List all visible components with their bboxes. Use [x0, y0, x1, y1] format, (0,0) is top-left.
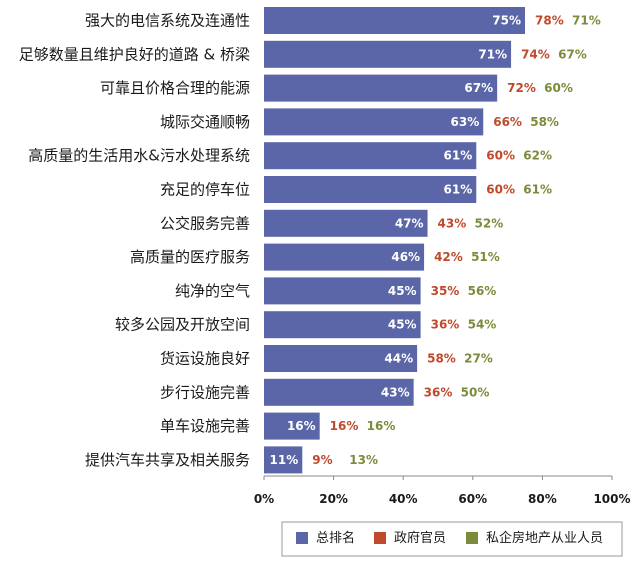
data-label-gov: 36% [424, 385, 453, 399]
data-label-private: 50% [461, 385, 490, 399]
data-label-total: 43% [381, 385, 410, 399]
legend-swatch [296, 532, 308, 544]
data-label-gov: 60% [486, 149, 515, 163]
category-label: 城际交通顺畅 [160, 113, 250, 131]
x-tick-label: 100% [593, 492, 630, 506]
legend-swatch [374, 532, 386, 544]
data-label-total: 44% [384, 352, 413, 366]
bar-total [264, 40, 512, 68]
bar-total [264, 176, 477, 203]
bar-total [264, 209, 428, 237]
data-label-total: 63% [451, 115, 480, 129]
data-label-total: 46% [391, 250, 420, 264]
data-label-private: 71% [572, 14, 601, 28]
category-label: 足够数量且维护良好的道路 & 桥梁 [19, 45, 250, 63]
legend-box [281, 521, 623, 557]
category-label: 货运设施良好 [160, 350, 250, 368]
data-label-private: 13% [349, 453, 378, 467]
data-label-total: 61% [444, 183, 473, 197]
data-label-total: 45% [388, 318, 417, 332]
category-label: 高质量的医疗服务 [130, 248, 250, 266]
data-label-gov: 36% [431, 318, 460, 332]
data-label-private: 58% [530, 115, 559, 129]
legend-label: 私企房地产从业人员 [486, 530, 603, 546]
x-tick-label: 60% [458, 492, 487, 506]
data-label-total: 67% [464, 81, 493, 95]
data-label-gov: 78% [535, 14, 564, 28]
category-label: 较多公园及开放空间 [115, 316, 250, 334]
data-label-gov: 60% [486, 183, 515, 197]
data-label-private: 67% [558, 47, 587, 61]
data-label-private: 62% [523, 149, 552, 163]
legend-label: 总排名 [316, 530, 355, 546]
data-label-total: 71% [478, 47, 507, 61]
category-label: 单车设施完善 [160, 417, 250, 435]
data-label-gov: 74% [521, 47, 550, 61]
bar-total [264, 345, 418, 372]
data-label-private: 52% [475, 216, 504, 230]
data-label-total: 45% [388, 284, 417, 298]
data-label-private: 60% [544, 81, 573, 95]
bar-total [264, 243, 425, 271]
category-label: 强大的电信系统及连通性 [85, 12, 250, 30]
bar-total [264, 108, 484, 136]
data-label-gov: 43% [438, 216, 467, 230]
category-label: 高质量的生活用水&污水处理系统 [28, 147, 250, 165]
data-label-total: 47% [395, 216, 424, 230]
bar-total [264, 378, 414, 406]
category-label: 纯净的空气 [175, 282, 250, 300]
data-label-total: 16% [287, 419, 316, 433]
bar-total [264, 7, 525, 34]
data-label-gov: 72% [507, 81, 536, 95]
legend: 总排名 政府官员 私企房地产从业人员 [281, 521, 623, 557]
data-label-total: 11% [270, 453, 299, 467]
value-labels: 75% 78% 71% 71% 74% 67% 67% 72% 60% 63% 66% 58% 61% 6… [270, 14, 601, 467]
bar-total [264, 142, 477, 170]
data-label-private: 51% [471, 250, 500, 264]
data-label-gov: 66% [493, 115, 522, 129]
data-label-private: 56% [468, 284, 497, 298]
x-tick-label: 20% [319, 492, 348, 506]
category-label: 可靠且价格合理的能源 [100, 79, 250, 97]
bar-total [264, 74, 498, 102]
data-label-private: 16% [367, 419, 396, 433]
legend-label: 政府官员 [394, 530, 446, 546]
bars [264, 7, 525, 474]
data-label-private: 61% [523, 183, 552, 197]
bar-total [264, 311, 421, 339]
x-axis-ticks: 0% 20% 40% 60% 80% 100% [254, 476, 631, 506]
data-label-gov: 16% [330, 419, 359, 433]
x-tick-label: 0% [254, 492, 274, 506]
data-label-gov: 58% [427, 352, 456, 366]
data-label-gov: 35% [431, 284, 460, 298]
category-label: 提供汽车共享及相关服务 [85, 451, 250, 469]
category-label: 步行设施完善 [160, 383, 250, 401]
bar-total [264, 277, 421, 305]
data-label-gov: 9% [312, 453, 332, 467]
x-tick-label: 40% [389, 492, 418, 506]
data-label-total: 75% [492, 14, 521, 28]
legend-swatch [466, 532, 478, 544]
x-tick-label: 80% [528, 492, 557, 506]
data-label-private: 27% [464, 352, 493, 366]
data-label-total: 61% [444, 149, 473, 163]
data-label-gov: 42% [434, 250, 463, 264]
category-label: 充足的停车位 [160, 181, 250, 199]
category-label: 公交服务完善 [160, 214, 250, 232]
data-label-private: 54% [468, 318, 497, 332]
bar-total [264, 412, 320, 440]
bar-total [264, 446, 303, 474]
